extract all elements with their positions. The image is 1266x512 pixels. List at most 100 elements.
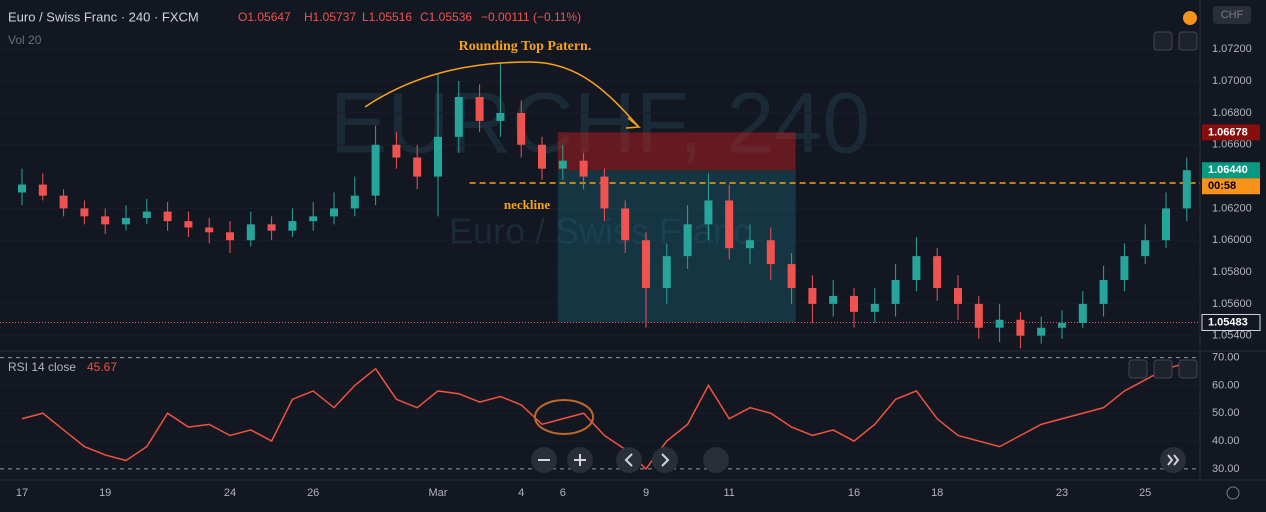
- stop-zone: [557, 132, 796, 171]
- price-label: 1.06440: [1208, 164, 1248, 176]
- candle-body: [267, 224, 276, 231]
- candle-body: [205, 227, 214, 233]
- candle-body: [475, 97, 484, 121]
- y-tick-label: 1.05400: [1212, 330, 1252, 342]
- currency-box[interactable]: [1213, 6, 1251, 24]
- price-label: 1.05483: [1208, 316, 1248, 328]
- candle-body: [330, 208, 338, 217]
- pane-up-button[interactable]: [1128, 359, 1148, 379]
- x-tick-label: 17: [16, 487, 28, 499]
- x-tick-label: 24: [224, 487, 236, 499]
- candle-body: [1141, 240, 1150, 257]
- candle-body: [288, 221, 297, 231]
- candle-body: [1162, 208, 1170, 241]
- watermark: EURCHF, 240 Euro / Swiss Franc: [330, 76, 870, 252]
- candle-body: [746, 240, 754, 249]
- x-tick-label: 25: [1139, 487, 1151, 499]
- candle-body: [371, 144, 380, 196]
- ohlc-change: −0.00111 (−0.11%): [481, 10, 581, 24]
- reset[interactable]: [703, 447, 729, 473]
- x-tick-label: 4: [518, 487, 524, 499]
- candle-body: [683, 224, 692, 257]
- target-zone: [557, 170, 796, 323]
- candle-body: [766, 240, 775, 265]
- x-tick-label: Mar: [429, 487, 448, 499]
- arrow-head: [625, 117, 641, 129]
- y-tick-label: 1.06800: [1212, 107, 1252, 119]
- neckline-label: neckline: [504, 197, 550, 212]
- alert-icon[interactable]: [1183, 11, 1197, 25]
- y-tick-label: 1.07000: [1212, 75, 1252, 87]
- rsi-tick-label: 70.00: [1212, 351, 1240, 363]
- candle-body: [517, 112, 526, 145]
- rsi-title: RSI 14 close: [8, 360, 76, 374]
- rsi-line: [21, 362, 1187, 470]
- candle-body: [787, 264, 796, 288]
- candle-body: [246, 224, 255, 241]
- rsi-tick-label: 60.00: [1212, 379, 1240, 391]
- scroll-button[interactable]: [1153, 31, 1173, 51]
- scroll-left[interactable]: [616, 447, 642, 473]
- pane-max-button[interactable]: [1178, 359, 1198, 379]
- candle-body: [538, 144, 546, 169]
- ohlc-low: L1.05516: [362, 10, 412, 24]
- candle-body: [995, 319, 1004, 328]
- x-tick-label: 6: [560, 487, 566, 499]
- candle-body: [662, 256, 671, 288]
- candle-body: [642, 240, 650, 288]
- header: Euro / Swiss Franc · 240 · FXCM O1.05647…: [8, 9, 581, 374]
- candle-body: [912, 256, 921, 280]
- control-icons: [538, 453, 1180, 467]
- y-tick-label: 1.05800: [1212, 266, 1252, 278]
- candle-body: [725, 200, 734, 249]
- candle-body: [1120, 256, 1129, 280]
- scroll-right[interactable]: [652, 447, 678, 473]
- candle-body: [18, 184, 26, 193]
- candle-body: [558, 160, 567, 169]
- candle-body: [1099, 280, 1108, 304]
- candle-body: [1058, 322, 1066, 328]
- candle-body: [496, 112, 505, 121]
- candle-body: [850, 295, 858, 312]
- pattern-label: Rounding Top Patern.: [459, 39, 592, 54]
- countdown: 00:58: [1208, 180, 1236, 192]
- candle-body: [621, 208, 630, 241]
- candle-body: [829, 295, 838, 304]
- candle-body: [454, 97, 463, 137]
- candle-body: [1037, 327, 1046, 336]
- candle-body: [122, 217, 130, 225]
- candle-body: [38, 184, 47, 196]
- watermark-name: Euro / Swiss Franc: [449, 211, 751, 252]
- candle-body: [59, 195, 68, 209]
- candle-body: [933, 256, 942, 288]
- settings-icon[interactable]: [1226, 486, 1240, 500]
- candle-body: [184, 221, 193, 228]
- pane-close-button[interactable]: [1153, 359, 1173, 379]
- candle-body: [101, 216, 110, 225]
- candle-body: [392, 144, 401, 158]
- candle-body: [808, 287, 817, 304]
- price-scale: [1200, 0, 1266, 512]
- ohlc-close: C1.05536: [420, 10, 472, 24]
- candle-body: [954, 287, 962, 304]
- candle-body: [226, 232, 234, 241]
- plot: [0, 48, 1200, 470]
- x-tick-label: 9: [643, 487, 649, 499]
- maximize-button[interactable]: [1178, 31, 1198, 51]
- candle-body: [704, 200, 713, 225]
- candle-body: [350, 195, 359, 209]
- rsi-tick-label: 40.00: [1212, 435, 1240, 447]
- rsi-value: 45.67: [87, 360, 117, 374]
- candle-body: [163, 211, 172, 222]
- candle-body: [600, 176, 609, 209]
- candle-body: [309, 216, 318, 222]
- y-tick-label: 1.05600: [1212, 298, 1252, 310]
- rounding-arrow: [364, 61, 639, 127]
- y-tick-label: 1.06200: [1212, 202, 1252, 214]
- candle-body: [1078, 303, 1087, 323]
- candle-body: [1016, 319, 1025, 336]
- x-tick-label: 18: [931, 487, 943, 499]
- y-tick-label: 1.06600: [1212, 139, 1252, 151]
- candle-body: [1182, 170, 1191, 209]
